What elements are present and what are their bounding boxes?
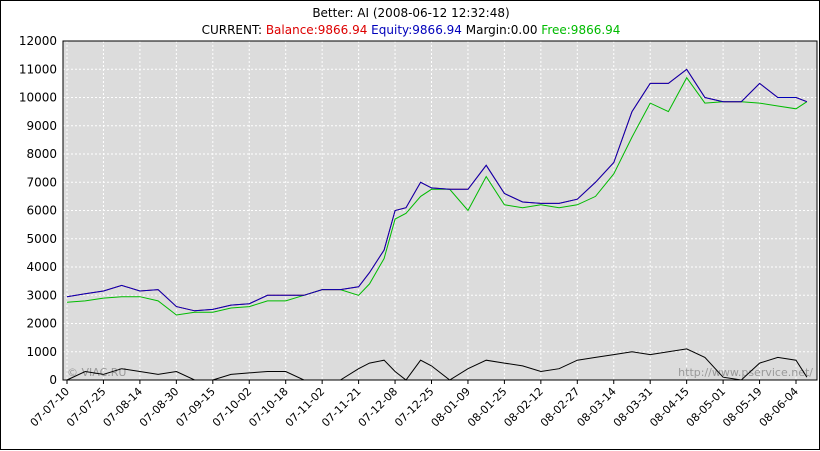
y-tick-label: 9000 bbox=[26, 119, 57, 133]
y-tick-label: 8000 bbox=[26, 147, 57, 161]
y-tick-label: 6000 bbox=[26, 204, 57, 218]
subtitle-prefix: CURRENT: bbox=[202, 23, 266, 37]
subtitle-item: Balance:9866.94 bbox=[266, 23, 368, 37]
watermarks: © VIAC.RU http://www.pservice.net/ bbox=[67, 366, 813, 379]
y-tick-label: 10000 bbox=[19, 91, 57, 105]
series-line-equity bbox=[66, 68, 808, 312]
plot-border bbox=[62, 40, 818, 381]
watermark-right: http://www.pservice.net/ bbox=[678, 366, 813, 379]
y-tick-label: 1000 bbox=[26, 345, 57, 359]
y-tick-label: 5000 bbox=[26, 232, 57, 246]
y-tick-label: 11000 bbox=[19, 62, 57, 76]
y-tick-label: 12000 bbox=[19, 34, 57, 48]
series-line-free bbox=[66, 76, 808, 316]
chart-title: Better: AI (2008-06-12 12:32:48) bbox=[312, 6, 509, 20]
y-axis: 0 1000 2000 3000 4000 5000 6000 7000 8000 9000 100… bbox=[19, 34, 818, 387]
y-tick-label: 3000 bbox=[26, 288, 57, 302]
y-tick-label: 4000 bbox=[26, 260, 57, 274]
subtitle-item: Margin:0.00 bbox=[462, 23, 538, 37]
subtitle-item: Free:9866.94 bbox=[537, 23, 620, 37]
watermark-left: © VIAC.RU bbox=[67, 366, 126, 379]
y-tick-label: 0 bbox=[49, 373, 57, 387]
y-tick-label: 7000 bbox=[26, 175, 57, 189]
grid-lines bbox=[63, 40, 817, 381]
y-tick-label: 2000 bbox=[26, 317, 57, 331]
x-axis: 07-07-1007-07-2507-08-1407-08-3007-09-15… bbox=[28, 380, 802, 430]
chart-subtitle: CURRENT: Balance:9866.94 Equity:9866.94 … bbox=[202, 23, 621, 37]
subtitle-item: Equity:9866.94 bbox=[367, 23, 462, 37]
x-tick-label: 08-06-04 bbox=[757, 385, 802, 430]
